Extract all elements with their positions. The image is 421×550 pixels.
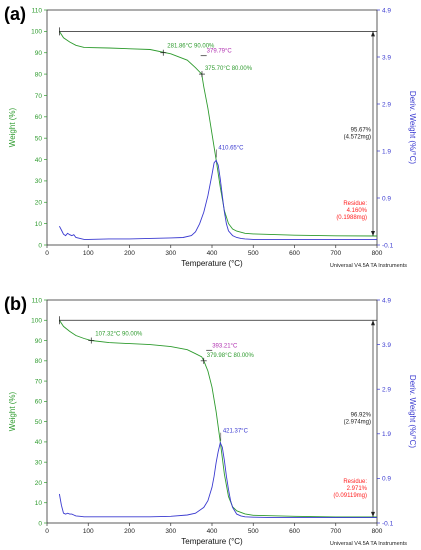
- y-tick-label: 90: [35, 338, 43, 345]
- loss-percent-label: 95.67%: [351, 128, 372, 134]
- onset-label: 281.86°C 90.00%: [167, 44, 215, 50]
- residue-label: (0.09119mg): [333, 493, 367, 499]
- y2-tick-label: -0.1: [382, 242, 394, 249]
- x-tick-label: 400: [207, 528, 218, 535]
- loss-arrow-head-top: [371, 31, 375, 37]
- x-tick-label: 600: [289, 250, 300, 257]
- loss-mass-label: (2.974mg): [344, 420, 371, 426]
- x-tick-label: 700: [330, 250, 341, 257]
- peak-label: 421.37°C: [223, 429, 249, 435]
- weight-curve: [59, 31, 378, 237]
- y-tick-label: 10: [35, 500, 43, 507]
- y2-tick-label: 3.9: [382, 54, 391, 61]
- t80-label: 375.70°C 80.00%: [205, 66, 253, 72]
- y-tick-label: 30: [35, 459, 43, 466]
- x-tick-label: 400: [207, 250, 218, 257]
- y-tick-label: 30: [35, 178, 43, 185]
- y-tick-label: 70: [35, 93, 43, 100]
- x-tick-label: 300: [165, 528, 176, 535]
- y-tick-label: 100: [31, 29, 42, 36]
- x-tick-label: 800: [372, 250, 383, 257]
- y2-tick-label: 2.9: [382, 101, 391, 108]
- x-tick-label: 500: [248, 250, 259, 257]
- y2-tick-label: 3.9: [382, 342, 391, 349]
- x-tick-label: 700: [330, 528, 341, 535]
- y-tick-label: 40: [35, 157, 43, 164]
- y-tick-label: 80: [35, 358, 43, 365]
- x-tick-label: 0: [45, 250, 49, 257]
- y-tick-label: 10: [35, 221, 43, 228]
- y2-tick-label: -0.1: [382, 520, 394, 527]
- loss-arrow-head-bottom: [371, 511, 375, 517]
- residue-label: Residue:: [343, 201, 367, 207]
- residue-label: Residue:: [343, 479, 367, 485]
- peak-label: 410.65°C: [218, 145, 244, 151]
- y-tick-label: 60: [35, 399, 43, 406]
- x-tick-label: 300: [165, 250, 176, 257]
- residue-label: 4.160%: [347, 208, 368, 214]
- y2-axis-title: Deriv. Weight (%/°C): [408, 91, 417, 164]
- loss-arrow-head-top: [371, 320, 375, 326]
- x-tick-label: 800: [372, 528, 383, 535]
- y-tick-label: 0: [38, 242, 42, 249]
- x-axis-title: Temperature (°C): [181, 537, 243, 546]
- y-tick-label: 70: [35, 378, 43, 385]
- panel-label: (a): [4, 4, 26, 24]
- x-tick-label: 100: [83, 528, 94, 535]
- loss-arrow-head-bottom: [371, 231, 375, 237]
- y2-tick-label: 0.9: [382, 195, 391, 202]
- y-tick-label: 40: [35, 439, 43, 446]
- residue-label: (0.1988mg): [336, 215, 367, 221]
- y2-tick-label: 2.9: [382, 387, 391, 394]
- x-tick-label: 600: [289, 528, 300, 535]
- y-tick-label: 0: [38, 520, 42, 527]
- y-axis-title: Weight (%): [8, 107, 17, 147]
- t80-label: 379.98°C 80.00%: [207, 353, 255, 359]
- panel-a: (a) 0 100 200 300 400 500 600 700 800 0 10 20 30 40 50 6…: [4, 4, 417, 269]
- loss-percent-label: 96.92%: [351, 413, 372, 419]
- panel-b: (b) 0 100 200 300 400 500 600 700 800 0 10 20 30 40 50 6…: [4, 294, 417, 547]
- x-tick-label: 500: [248, 528, 259, 535]
- instrument-footer: Universal V4.5A TA Instruments: [330, 263, 407, 269]
- y2-tick-label: 1.9: [382, 431, 391, 438]
- panel-label: (b): [4, 294, 27, 314]
- y-tick-label: 20: [35, 480, 43, 487]
- y2-tick-label: 1.9: [382, 148, 391, 155]
- instrument-footer: Universal V4.5A TA Instruments: [330, 541, 407, 547]
- loss-mass-label: (4.572mg): [344, 135, 371, 141]
- y-tick-label: 50: [35, 419, 43, 426]
- y2-axis-title: Deriv. Weight (%/°C): [408, 375, 417, 448]
- x-tick-label: 200: [124, 250, 135, 257]
- y2-tick-label: 4.9: [382, 7, 391, 14]
- x-tick-label: 0: [45, 528, 49, 535]
- y-tick-label: 90: [35, 50, 43, 57]
- onset-label: 107.32°C 90.00%: [95, 332, 143, 338]
- weight-curve: [59, 320, 377, 518]
- y-tick-label: 50: [35, 135, 43, 142]
- endset-label: 379.79°C: [207, 49, 233, 55]
- y-tick-label: 80: [35, 71, 43, 78]
- y-tick-label: 60: [35, 114, 43, 121]
- residue-label: 2.971%: [347, 486, 368, 492]
- y-tick-label: 110: [32, 297, 43, 304]
- y-tick-label: 20: [35, 200, 43, 207]
- x-axis-title: Temperature (°C): [181, 259, 243, 268]
- y2-tick-label: 0.9: [382, 476, 391, 483]
- deriv-weight-curve: [59, 159, 377, 240]
- endset-label: 393.21°C: [212, 343, 238, 349]
- y-tick-label: 100: [31, 318, 42, 325]
- x-tick-label: 100: [83, 250, 94, 257]
- y-tick-label: 110: [32, 7, 43, 14]
- x-tick-label: 200: [124, 528, 135, 535]
- deriv-weight-curve: [58, 441, 377, 519]
- y2-tick-label: 4.9: [382, 297, 391, 304]
- y-axis-title: Weight (%): [8, 391, 17, 431]
